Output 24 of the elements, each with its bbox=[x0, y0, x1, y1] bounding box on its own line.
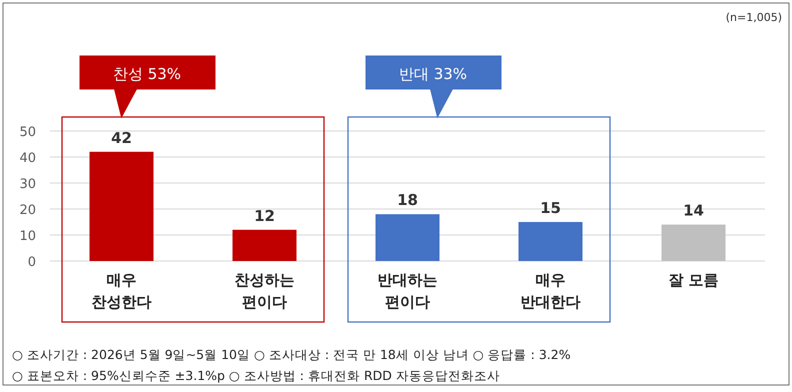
bar bbox=[376, 214, 440, 261]
y-tick-label: 50 bbox=[19, 125, 36, 140]
x-tick-label: 잘 모름 bbox=[668, 271, 719, 289]
text: ○ 조사기간 : 2026년 5월 9일~5월 10일 ○ 조사대상 : 전국 만 18세 이상 남녀 ○ 응답률 : 3.2% bbox=[12, 347, 571, 362]
y-tick-label: 10 bbox=[19, 229, 36, 244]
bar bbox=[662, 224, 726, 261]
data-label: 14 bbox=[683, 202, 704, 220]
x-tick-label: 찬성하는 편이다 bbox=[234, 271, 294, 311]
data-label: 42 bbox=[111, 128, 132, 147]
data-label: 18 bbox=[397, 191, 418, 210]
y-tick-label: 40 bbox=[19, 151, 36, 166]
bar bbox=[90, 152, 154, 261]
x-tick-label: 매우 반대한다 bbox=[520, 271, 580, 311]
data-label: 12 bbox=[254, 206, 275, 225]
x-tick-label: 매우 찬성한다 bbox=[92, 271, 152, 311]
y-tick-label: 0 bbox=[28, 255, 36, 270]
data-label: 15 bbox=[540, 199, 561, 217]
bar bbox=[518, 222, 582, 261]
y-tick-label: 30 bbox=[19, 177, 36, 192]
text: (n=1,005) bbox=[726, 11, 782, 24]
y-tick-label: 20 bbox=[19, 203, 36, 218]
text: ○ 표본오차 : 95%신뢰수준 ±3.1%p ○ 조사방법 : 휴대전화 RDD 자동응답전화조사 bbox=[12, 368, 500, 383]
bar bbox=[232, 230, 296, 261]
x-tick-label: 반대하는 편이다 bbox=[378, 271, 438, 311]
